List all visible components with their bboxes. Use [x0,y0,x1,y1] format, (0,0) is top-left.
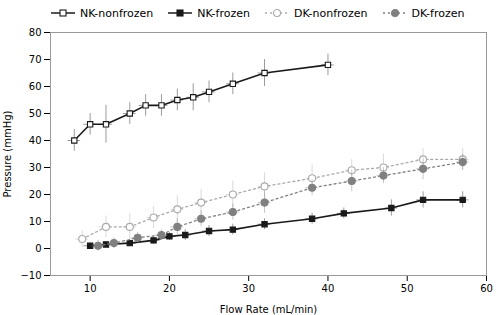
svg-text:50: 50 [29,108,42,119]
svg-text:40: 40 [29,135,42,146]
svg-text:80: 80 [29,27,42,38]
svg-text:0: 0 [35,243,41,254]
svg-text:20: 20 [29,189,42,200]
html-text:DK-frozen: DK-frozen [411,6,465,20]
svg-text:10: 10 [29,216,42,227]
svg-text:30: 30 [242,283,255,294]
html-text:NK-nonfrozen: NK-nonfrozen [80,6,154,20]
svg-text:30: 30 [29,162,42,173]
svg-text:Flow Rate (mL/min): Flow Rate (mL/min) [220,304,318,315]
svg-text:70: 70 [29,54,42,65]
svg-text:40: 40 [322,283,335,294]
svg-text:50: 50 [401,283,414,294]
svg-text:60: 60 [29,81,42,92]
svg-text:20: 20 [163,283,176,294]
svg-text:60: 60 [480,283,493,294]
svg-text:10: 10 [84,283,97,294]
svg-text:−10: −10 [20,270,41,281]
svg-text:Pressure (mmHg): Pressure (mmHg) [2,110,13,197]
html-text:NK-frozen: NK-frozen [197,6,250,20]
html-text:DK-nonfrozen: DK-nonfrozen [294,6,368,20]
